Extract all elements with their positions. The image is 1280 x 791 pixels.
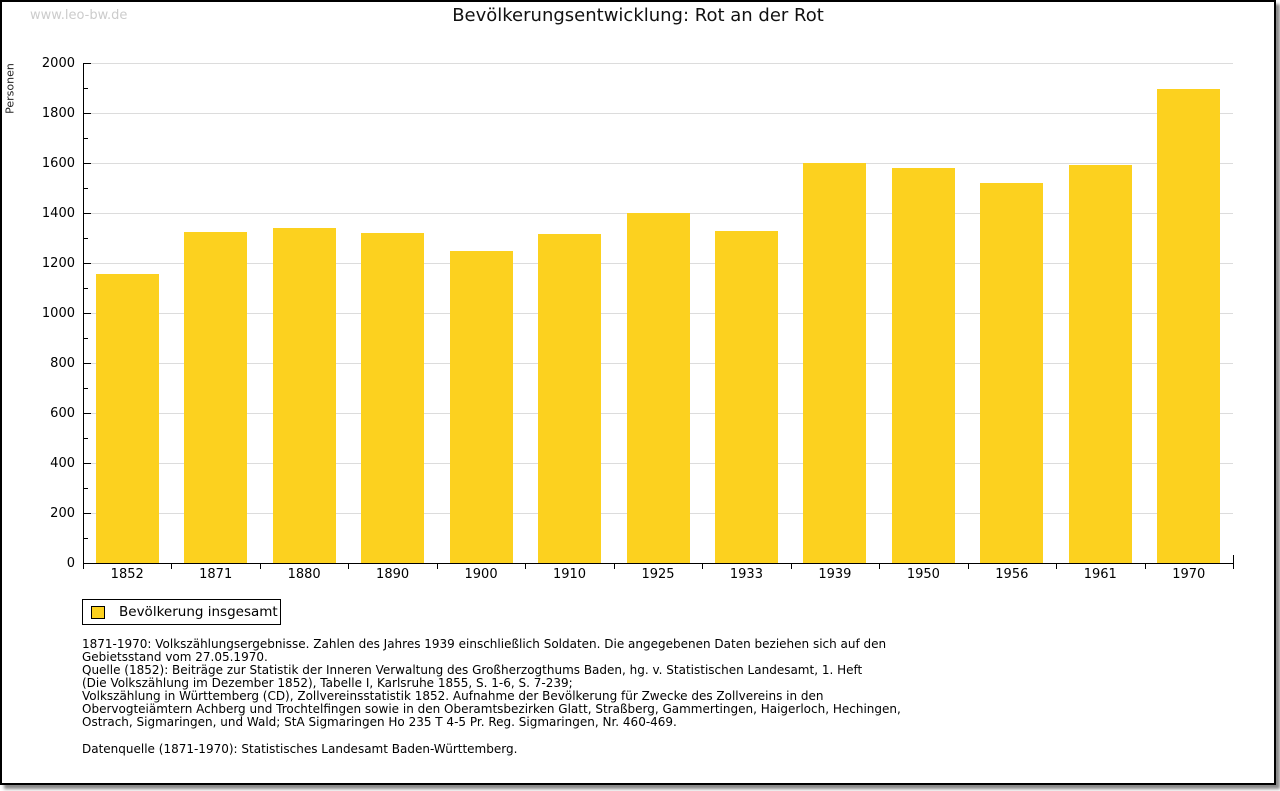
x-tick-9 xyxy=(879,563,881,569)
legend-swatch-icon xyxy=(91,605,105,619)
bar-1933 xyxy=(714,230,778,563)
x-tick-12 xyxy=(1144,563,1146,569)
y-minor-tick-1900 xyxy=(84,88,88,89)
y-tick-label-2000: 2000 xyxy=(41,56,75,71)
gridline-y-2000 xyxy=(84,63,1233,64)
y-tick-label-1400: 1400 xyxy=(41,206,75,221)
bar-1871 xyxy=(184,232,248,563)
y-tick-400 xyxy=(84,463,91,464)
y-tick-1400 xyxy=(84,213,91,214)
bar-1890 xyxy=(361,232,425,563)
y-tick-label-600: 600 xyxy=(50,406,75,421)
y-tick-1600 xyxy=(84,163,91,164)
x-axis-line xyxy=(83,563,1234,564)
bar-1961 xyxy=(1068,165,1132,563)
y-minor-tick-1300 xyxy=(84,238,88,239)
x-tick-label-1852: 1852 xyxy=(110,567,144,582)
bar-1950 xyxy=(891,168,955,563)
bar-1852 xyxy=(95,274,159,563)
footnote-line: Ostrach, Sigmaringen, und Wald; StA Sigm… xyxy=(82,715,677,729)
x-tick-1 xyxy=(171,563,173,569)
y-tick-800 xyxy=(84,363,91,364)
y-minor-tick-100 xyxy=(84,538,88,539)
y-tick-label-1000: 1000 xyxy=(41,306,75,321)
x-tick-label-1871: 1871 xyxy=(199,567,233,582)
x-tick-label-1961: 1961 xyxy=(1083,567,1117,582)
y-axis-line xyxy=(83,63,84,564)
y-tick-1800 xyxy=(84,113,91,114)
bar-1925 xyxy=(626,212,690,563)
x-tick-2 xyxy=(259,563,261,569)
y-tick-label-0: 0 xyxy=(66,556,75,571)
x-tick-8 xyxy=(790,563,792,569)
y-tick-label-1800: 1800 xyxy=(41,106,75,121)
gridline-y-1600 xyxy=(84,163,1233,164)
y-minor-tick-900 xyxy=(84,338,88,339)
legend-label: Bevölkerung insgesamt xyxy=(119,604,278,620)
x-tick-label-1950: 1950 xyxy=(906,567,940,582)
x-tick-label-1970: 1970 xyxy=(1172,567,1206,582)
footnote-line: Quelle (1852): Beiträge zur Statistik de… xyxy=(82,663,863,677)
bar-1910 xyxy=(538,234,602,563)
chart-title: Bevölkerungsentwicklung: Rot an der Rot xyxy=(452,5,824,26)
legend: Bevölkerung insgesamt xyxy=(82,599,281,625)
footnote-line: Obervogteiämtern Achberg und Trochtelfin… xyxy=(82,702,901,716)
watermark-leo-bw: www.leo-bw.de xyxy=(30,8,128,23)
x-tick-6 xyxy=(613,563,615,569)
x-tick-0 xyxy=(83,563,84,569)
x-tick-label-1890: 1890 xyxy=(376,567,410,582)
y-minor-tick-1700 xyxy=(84,138,88,139)
y-minor-tick-500 xyxy=(84,438,88,439)
y-minor-tick-1500 xyxy=(84,188,88,189)
bar-1900 xyxy=(449,250,513,563)
y-tick-200 xyxy=(84,513,91,514)
y-tick-1200 xyxy=(84,263,91,264)
y-minor-tick-300 xyxy=(84,488,88,489)
x-tick-7 xyxy=(702,563,704,569)
y-tick-1000 xyxy=(84,313,91,314)
x-tick-label-1880: 1880 xyxy=(287,567,321,582)
bar-1970 xyxy=(1157,88,1221,563)
y-minor-tick-700 xyxy=(84,388,88,389)
x-tick-5 xyxy=(525,563,527,569)
x-tick-label-1939: 1939 xyxy=(818,567,852,582)
x-tick-11 xyxy=(1056,563,1058,569)
footnote-line: 1871-1970: Volkszählungsergebnisse. Zahl… xyxy=(82,637,887,651)
y-tick-label-200: 200 xyxy=(50,506,75,521)
y-minor-tick-1100 xyxy=(84,288,88,289)
datasource-line: Datenquelle (1871-1970): Statistisches L… xyxy=(82,742,518,756)
x-tick-label-1925: 1925 xyxy=(641,567,675,582)
x-tick-4 xyxy=(436,563,438,569)
bar-1880 xyxy=(272,228,336,563)
y-tick-0 xyxy=(84,563,91,564)
y-tick-2000 xyxy=(84,63,91,64)
footnote-line: Gebietsstand vom 27.05.1970. xyxy=(82,650,268,664)
y-tick-label-1600: 1600 xyxy=(41,156,75,171)
x-tick-label-1910: 1910 xyxy=(552,567,587,582)
gridline-y-1800 xyxy=(84,113,1233,114)
y-tick-label-800: 800 xyxy=(50,356,75,371)
x-tick-10 xyxy=(967,563,969,569)
footnote-line: (Die Volkszählung im Dezember 1852), Tab… xyxy=(82,676,573,690)
x-tick-label-1933: 1933 xyxy=(729,567,763,582)
x-axis-endcap xyxy=(1233,555,1234,563)
y-tick-600 xyxy=(84,413,91,414)
x-tick-label-1956: 1956 xyxy=(995,567,1029,582)
y-tick-label-400: 400 xyxy=(50,456,75,471)
x-tick-label-1900: 1900 xyxy=(464,567,498,582)
bar-1956 xyxy=(980,183,1044,563)
bar-1939 xyxy=(803,163,867,563)
x-tick-13 xyxy=(1233,563,1234,569)
y-tick-label-1200: 1200 xyxy=(41,256,75,271)
source-footnotes: 1871-1970: Volkszählungsergebnisse. Zahl… xyxy=(82,638,901,729)
x-tick-3 xyxy=(348,563,350,569)
footnote-line: Volkszählung in Württemberg (CD), Zollve… xyxy=(82,689,824,703)
